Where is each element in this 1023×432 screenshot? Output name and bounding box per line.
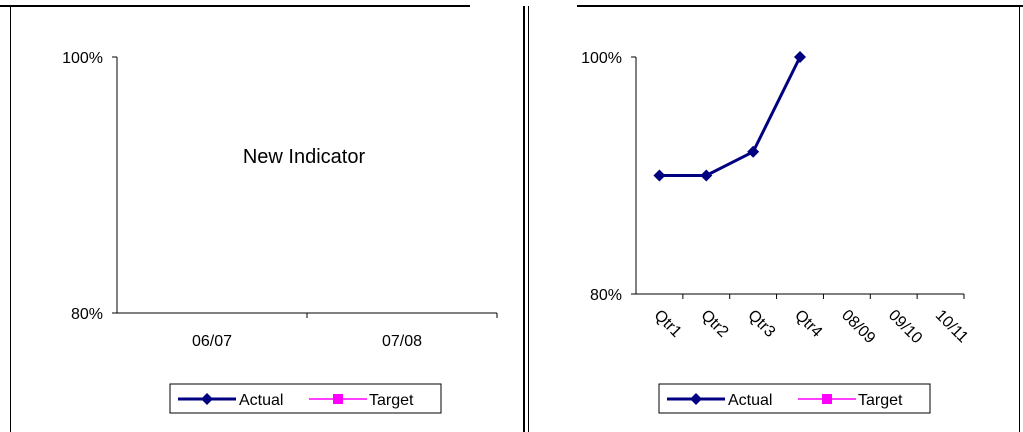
x-tick-label: 08/09 bbox=[838, 307, 878, 347]
data-point-marker bbox=[794, 51, 806, 63]
x-tick-label: 09/10 bbox=[885, 307, 925, 347]
left-border bbox=[10, 6, 11, 432]
y-tick-label: 80% bbox=[590, 287, 622, 304]
legend-label-target: Target bbox=[369, 392, 414, 409]
x-tick-label: 07/08 bbox=[382, 333, 422, 350]
x-tick-label: Qtr2 bbox=[697, 307, 731, 341]
plot-area bbox=[653, 51, 806, 182]
chart-left: 100% 80% 06/07 07/08 New Indicator Actua… bbox=[62, 50, 498, 414]
top-border-right bbox=[577, 5, 1023, 7]
legend-label-target: Target bbox=[858, 392, 903, 409]
chart-annotation: New Indicator bbox=[243, 146, 366, 168]
x-axis-ticks: Qtr1 Qtr2 Qtr3 Qtr4 08/09 09/10 10/11 bbox=[651, 294, 972, 347]
x-tick-label: Qtr3 bbox=[744, 307, 778, 341]
divider-left bbox=[523, 6, 525, 432]
divider-right bbox=[528, 6, 529, 432]
legend-marker-actual bbox=[201, 393, 213, 405]
y-tick-label: 100% bbox=[581, 50, 622, 67]
data-point-marker bbox=[653, 169, 666, 182]
x-tick-label: 10/11 bbox=[932, 307, 972, 347]
legend: Actual Target bbox=[658, 383, 931, 414]
legend-marker-target bbox=[822, 394, 832, 404]
legend: Actual Target bbox=[169, 383, 442, 414]
top-border-left bbox=[0, 5, 470, 7]
legend-marker-actual bbox=[690, 393, 702, 405]
chart-right: 100% 80% Qtr1 Qtr2 Qtr3 Qtr4 08/09 09/10 10/11… bbox=[581, 50, 972, 414]
chart-panel-left: 100% 80% 06/07 07/08 New Indicator Actua… bbox=[62, 50, 498, 414]
legend-label-actual: Actual bbox=[239, 392, 283, 409]
legend-label-actual: Actual bbox=[728, 392, 772, 409]
x-tick-label: Qtr4 bbox=[791, 307, 825, 341]
chart-panel-right: 100% 80% Qtr1 Qtr2 Qtr3 Qtr4 08/09 09/10 10/11… bbox=[529, 0, 1019, 432]
x-tick-label: Qtr1 bbox=[651, 307, 685, 341]
x-tick-label: 06/07 bbox=[192, 333, 232, 350]
data-point-marker bbox=[747, 145, 760, 158]
data-point-marker bbox=[700, 169, 713, 182]
y-tick-label: 80% bbox=[71, 306, 103, 323]
right-border bbox=[1019, 6, 1020, 432]
y-tick-label: 100% bbox=[62, 50, 103, 67]
legend-marker-target bbox=[333, 394, 343, 404]
series-line-actual bbox=[659, 56, 802, 177]
